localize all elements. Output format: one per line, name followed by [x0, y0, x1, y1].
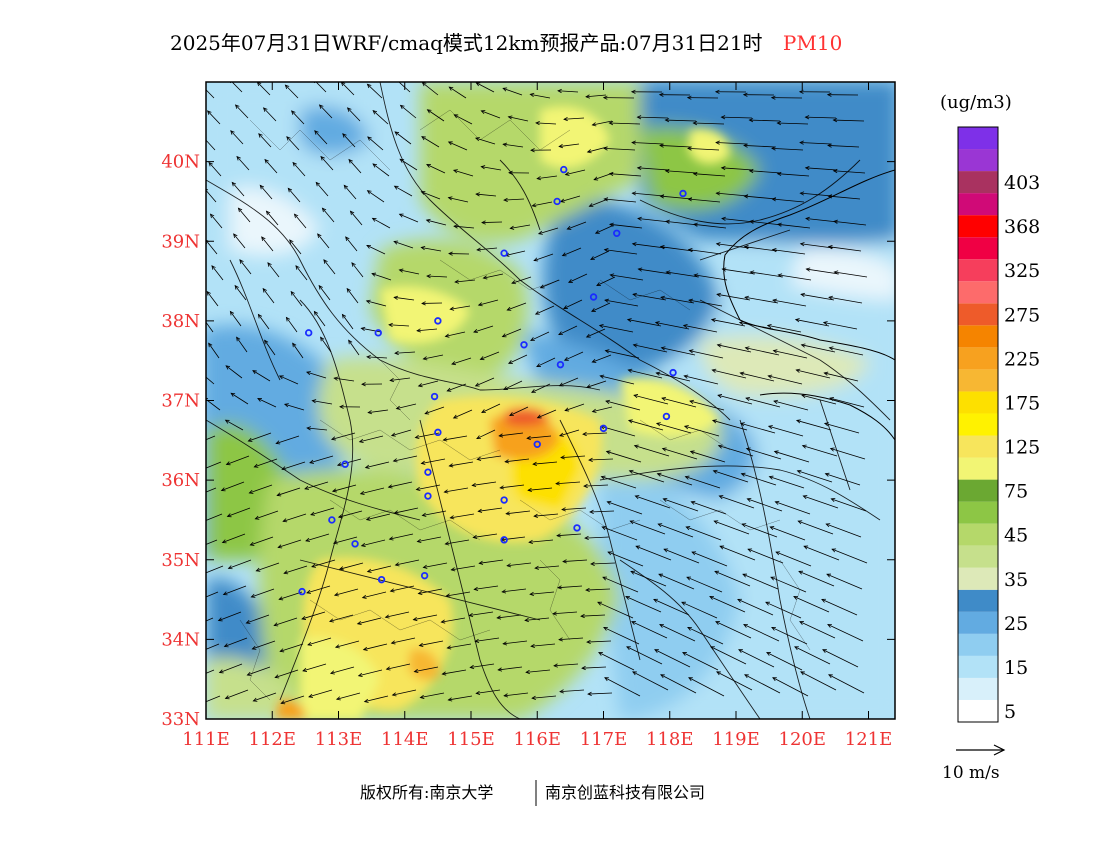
colorbar-label: 403	[1004, 172, 1040, 194]
wind-arrowhead	[192, 676, 196, 679]
lat-tick-label: 34N	[161, 629, 200, 650]
colorbar-label: 15	[1004, 657, 1028, 679]
colorbar-bin	[958, 171, 998, 193]
lon-tick-label: 114E	[381, 729, 429, 750]
wind-arrowhead	[201, 85, 205, 89]
colorbar-label: 5	[1004, 701, 1016, 723]
colorbar-bin	[958, 127, 998, 149]
wind-arrowhead	[197, 650, 201, 653]
wind-arrowhead	[200, 520, 204, 523]
wind-legend-label: 10 m/s	[942, 763, 1000, 783]
colorbar-bin	[958, 524, 998, 546]
colorbar-bin	[958, 612, 998, 634]
colorbar-bin	[958, 303, 998, 325]
colorbar-bin	[958, 149, 998, 171]
colorbar-bin	[958, 700, 998, 722]
lat-tick-label: 35N	[161, 550, 200, 571]
title-main: 2025年07月31日WRF/cmaq模式12km预报产品:07月31日21时	[170, 31, 763, 55]
lat-tick-label: 37N	[161, 391, 200, 412]
colorbar-label: 45	[1004, 525, 1028, 547]
lon-tick-label: 121E	[845, 729, 893, 750]
colorbar-bin	[958, 259, 998, 281]
colorbar-bin	[958, 369, 998, 391]
colorbar-label: 25	[1004, 613, 1028, 635]
colorbar-bin	[958, 325, 998, 347]
wind-legend: 10 m/s	[942, 745, 1004, 783]
colorbar-bin	[958, 458, 998, 480]
colorbar-label: 75	[1004, 481, 1028, 503]
colorbar-bin	[958, 215, 998, 237]
colorbar-bin	[958, 568, 998, 590]
colorbar-bin	[958, 480, 998, 502]
wind-arrowhead	[194, 494, 198, 497]
lat-tick-label: 33N	[161, 709, 200, 730]
colorbar-bin	[958, 193, 998, 215]
lon-tick-label: 118E	[646, 729, 694, 750]
lon-tick-label: 113E	[315, 729, 363, 750]
lat-tick-label: 36N	[161, 470, 200, 491]
colorbar-unit: (ug/m3)	[940, 92, 1012, 113]
wind-arrowhead	[198, 702, 202, 705]
colorbar-label: 368	[1004, 216, 1040, 238]
lat-tick-label: 40N	[161, 152, 200, 173]
colorbar-bin	[958, 590, 998, 612]
svg-text:2025年07月31日WRF/cmaq模式12km预报产品:: 2025年07月31日WRF/cmaq模式12km预报产品:07月31日21时 …	[170, 31, 842, 55]
colorbar-bin	[958, 413, 998, 435]
footer-right: 南京创蓝科技有限公司	[545, 783, 705, 802]
wind-arrowhead	[199, 371, 203, 375]
pm10-concentration-map	[191, 79, 900, 720]
lon-tick-label: 111E	[182, 729, 230, 750]
colorbar-bin	[958, 281, 998, 303]
lon-tick-label: 117E	[580, 729, 628, 750]
colorbar-bin	[958, 237, 998, 259]
lon-tick-label: 112E	[249, 729, 297, 750]
colorbar-bin	[958, 502, 998, 524]
footer-left: 版权所有:南京大学	[360, 783, 493, 802]
colorbar-label: 325	[1004, 260, 1040, 282]
colorbar-bin	[958, 634, 998, 656]
wind-arrowhead	[191, 624, 195, 627]
colorbar-label: 125	[1004, 437, 1040, 459]
colorbar-bin	[958, 656, 998, 678]
wind-arrowhead	[196, 598, 200, 601]
title-species: PM10	[783, 31, 842, 55]
lat-tick-label: 38N	[161, 311, 200, 332]
colorbar-label: 35	[1004, 569, 1028, 591]
colorbar-bin	[958, 436, 998, 458]
lon-tick-label: 119E	[712, 729, 760, 750]
lon-tick-label: 115E	[447, 729, 495, 750]
lon-tick-label: 120E	[779, 729, 827, 750]
colorbar-bin	[958, 546, 998, 568]
colorbar-label: 175	[1004, 392, 1040, 414]
colorbar-label: 225	[1004, 348, 1040, 370]
colorbar-label: 275	[1004, 304, 1040, 326]
colorbar-bin	[958, 678, 998, 700]
wind-arrowhead	[193, 442, 197, 445]
colorbar-bin	[958, 347, 998, 369]
colorbar-bin	[958, 391, 998, 413]
lon-tick-label: 116E	[514, 729, 562, 750]
wind-arrowhead	[201, 572, 205, 575]
colorbar: (ug/m3) 5 15 25 35 45 75 125 175 225 275 325 368 403	[940, 92, 1040, 723]
lat-tick-label: 39N	[161, 231, 200, 252]
